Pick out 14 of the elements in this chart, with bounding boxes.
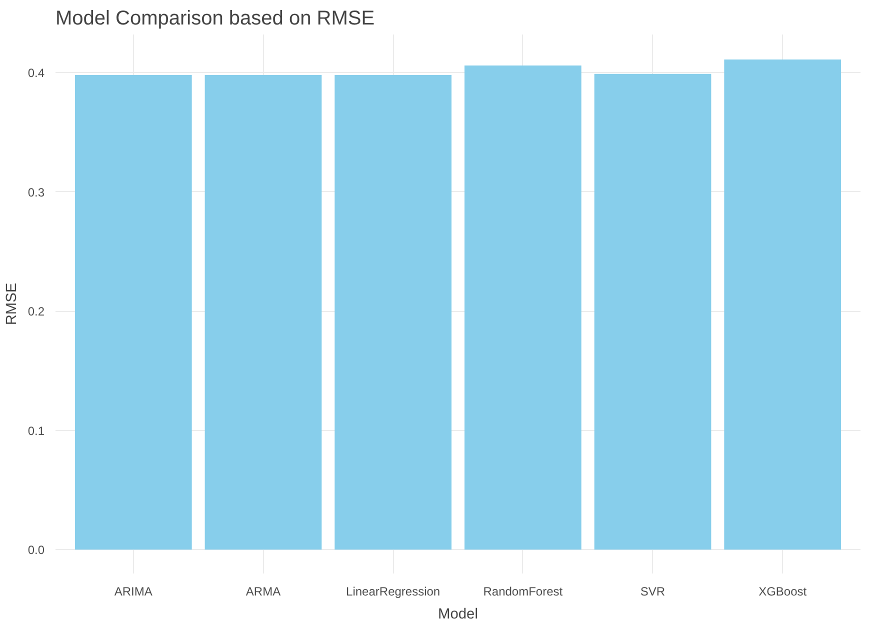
x-tick-label: ARMA	[246, 584, 281, 598]
x-axis-title: Model	[438, 606, 478, 622]
x-tick-label: ARIMA	[114, 584, 152, 598]
x-tick-label: XGBoost	[758, 584, 808, 598]
y-tick-label: 0.4	[28, 66, 45, 80]
y-tick-label: 0.3	[28, 185, 45, 200]
chart-title: Model Comparison based on RMSE	[56, 8, 375, 30]
y-tick-label: 0.0	[28, 543, 45, 558]
y-tick-label: 0.2	[28, 304, 45, 319]
x-tick-label: LinearRegression	[346, 584, 440, 598]
x-tick-label: RandomForest	[483, 584, 564, 598]
y-tick-label: 0.1	[28, 424, 45, 438]
x-tick-label: SVR	[640, 584, 666, 598]
y-axis-title: RMSE	[4, 282, 20, 326]
